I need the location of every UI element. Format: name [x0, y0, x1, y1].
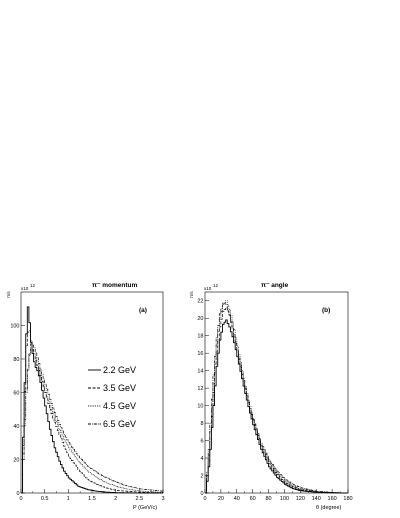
x-tick-label: 0 — [19, 496, 22, 502]
x-tick-label: 2 — [114, 496, 117, 502]
y-tick-label: 0 — [200, 491, 203, 497]
x-tick-label: 180 — [343, 496, 352, 502]
plot-frame — [204, 291, 349, 494]
plot-frame — [20, 291, 164, 494]
series-line-6-5-GeV — [205, 303, 349, 494]
y-tick-label: 2 — [200, 474, 203, 480]
panel-a-label: (a) — [139, 307, 147, 314]
x-tick-label: 40 — [234, 496, 240, 502]
panel-b-exponent-base: x10 — [204, 286, 212, 291]
x-tick-label: 120 — [296, 496, 305, 502]
y-tick-label: 4 — [200, 456, 203, 462]
legend-entry: 2.2 GeV — [103, 365, 136, 375]
x-tick-label: 100 — [280, 496, 289, 502]
panel-b-ylabel: π/s — [189, 291, 194, 298]
series-line-2-2-GeV — [205, 319, 349, 494]
y-tick-label: 16 — [197, 351, 203, 357]
x-tick-label: 2.5 — [136, 496, 144, 502]
series-line-4-5-GeV — [205, 300, 349, 494]
series-line-4-5-GeV — [21, 348, 164, 494]
y-tick-label: 14 — [197, 369, 203, 375]
panel-a-title: π⁻ momentum — [92, 282, 137, 289]
legend-entry: 6.5 GeV — [103, 419, 136, 429]
series-line-3-5-GeV — [21, 330, 164, 494]
series-line-2-2-GeV — [21, 306, 163, 494]
x-tick-label: 1.5 — [88, 496, 96, 502]
panel-b-exponent-power: 12 — [213, 283, 219, 288]
y-tick-label: 22 — [197, 299, 203, 305]
panel-b-angle: π⁻ angle (b) θ (degree) x10 12 π/s 0 20 40… — [189, 282, 353, 511]
y-tick-label: 100 — [10, 324, 19, 330]
panel-a-exponent-base: x10 — [21, 286, 29, 291]
x-tick-label: 0.5 — [41, 496, 49, 502]
panel-b-label: (b) — [322, 307, 330, 314]
legend-entry: 4.5 GeV — [103, 401, 136, 411]
panel-a-xlabel: P (GeV/c) — [133, 505, 157, 511]
x-tick-label: 140 — [312, 496, 321, 502]
x-tick-label: 1 — [67, 496, 70, 502]
x-tick-label: 0 — [203, 496, 206, 502]
y-tick-label: 80 — [13, 357, 19, 363]
panel-b-title: π⁻ angle — [261, 282, 289, 289]
y-tick-label: 60 — [13, 391, 19, 397]
panel-a-exponent-power: 12 — [30, 283, 36, 288]
x-tick-label: 60 — [250, 496, 256, 502]
x-tick-label: 160 — [328, 496, 337, 502]
y-tick-label: 18 — [197, 334, 203, 340]
legend-entry: 3.5 GeV — [103, 383, 136, 393]
y-tick-label: 20 — [13, 458, 19, 464]
panel-a-ylabel: π/s — [6, 291, 11, 298]
x-tick-label: 80 — [265, 496, 271, 502]
y-tick-label: 6 — [200, 439, 203, 445]
y-tick-label: 12 — [197, 386, 203, 392]
panel-b-xlabel: θ (degree) — [316, 505, 342, 511]
y-tick-label: 0 — [16, 491, 19, 497]
x-tick-label: 3 — [161, 496, 164, 502]
series-line-6-5-GeV — [21, 343, 164, 494]
series-line-3-5-GeV — [205, 307, 349, 494]
y-tick-label: 20 — [197, 316, 203, 322]
y-tick-label: 8 — [200, 421, 203, 427]
y-tick-label: 10 — [197, 404, 203, 410]
y-tick-label: 40 — [13, 424, 19, 430]
panel-a-momentum: π⁻ momentum (a) P (GeV/c) x10 12 π/s 0 0.… — [6, 282, 165, 511]
x-tick-label: 20 — [218, 496, 224, 502]
